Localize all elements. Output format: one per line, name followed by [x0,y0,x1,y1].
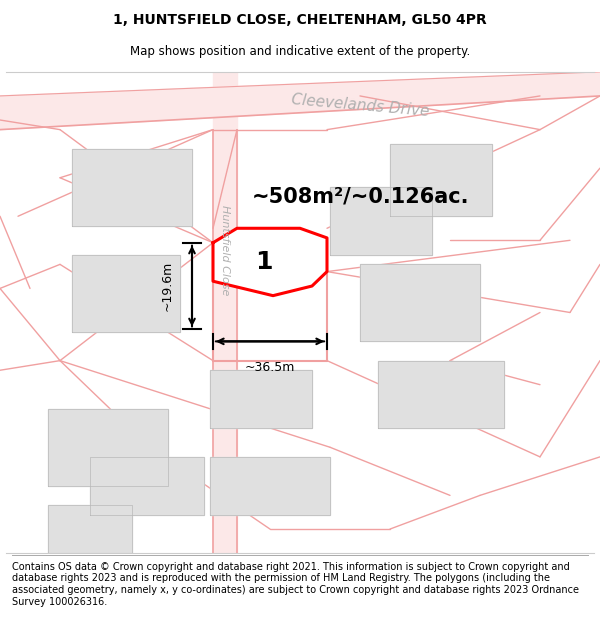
Text: Cleevelands Drive: Cleevelands Drive [290,92,430,119]
Text: ~508m²/~0.126ac.: ~508m²/~0.126ac. [252,187,470,207]
Text: 1, HUNTSFIELD CLOSE, CHELTENHAM, GL50 4PR: 1, HUNTSFIELD CLOSE, CHELTENHAM, GL50 4P… [113,13,487,27]
Polygon shape [378,361,504,428]
Text: ~36.5m: ~36.5m [245,361,295,374]
Polygon shape [390,144,492,216]
Text: 1: 1 [255,250,273,274]
Polygon shape [0,72,600,129]
Polygon shape [72,255,180,332]
Polygon shape [72,149,192,226]
Text: ~19.6m: ~19.6m [161,261,174,311]
Text: Contains OS data © Crown copyright and database right 2021. This information is : Contains OS data © Crown copyright and d… [12,562,579,606]
Polygon shape [48,409,168,486]
Polygon shape [90,457,204,514]
Polygon shape [48,505,132,553]
Polygon shape [360,264,480,341]
Polygon shape [213,72,237,553]
Polygon shape [330,188,432,255]
Polygon shape [210,457,330,514]
Polygon shape [210,370,312,428]
Polygon shape [213,228,327,296]
Text: Huntsfield Close: Huntsfield Close [220,205,230,295]
Text: Map shows position and indicative extent of the property.: Map shows position and indicative extent… [130,45,470,58]
